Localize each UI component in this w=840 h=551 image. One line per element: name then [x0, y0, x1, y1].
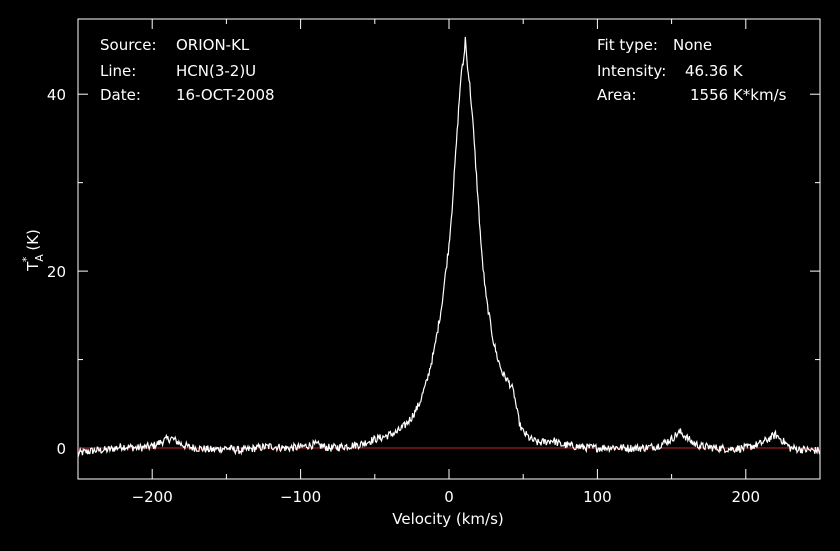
spectrum-series-line [77, 36, 821, 458]
y-axis-label-sup: * [20, 256, 33, 262]
y-axis-label-main: T [24, 261, 42, 272]
svg-text:TA*(K): TA* (K) [20, 229, 46, 272]
y-axis-label-unit: (K) [24, 229, 42, 251]
y-tick-labels: 0 20 40 [47, 86, 66, 458]
line-label: Line: [100, 62, 136, 80]
x-axis-label: Velocity (km/s) [392, 510, 503, 528]
intensity-label: Intensity: [597, 62, 666, 80]
x-tick-label: −200 [132, 488, 173, 506]
x-tick-label: 100 [583, 488, 612, 506]
y-axis-label-sub: A [33, 254, 46, 262]
date-value: 16-OCT-2008 [176, 86, 275, 104]
fit-type-label: Fit type: [597, 36, 658, 54]
y-tick-label: 20 [47, 263, 66, 281]
x-tick-label: 0 [444, 488, 454, 506]
x-tick-labels: −200 −100 0 100 200 [132, 488, 761, 506]
fit-type-value: None [673, 36, 712, 54]
y-axis-label: TA* (K) [20, 229, 46, 272]
source-label: Source: [100, 36, 157, 54]
x-tick-label: 200 [731, 488, 760, 506]
line-value: HCN(3-2)U [176, 62, 256, 80]
source-value: ORION-KL [176, 36, 250, 54]
y-tick-label: 0 [56, 440, 66, 458]
area-value: 1556 K*km/s [690, 86, 787, 104]
x-tick-label: −100 [280, 488, 321, 506]
area-label: Area: [597, 86, 637, 104]
intensity-value: 46.36 K [685, 62, 744, 80]
y-tick-label: 40 [47, 86, 66, 104]
date-label: Date: [100, 86, 141, 104]
